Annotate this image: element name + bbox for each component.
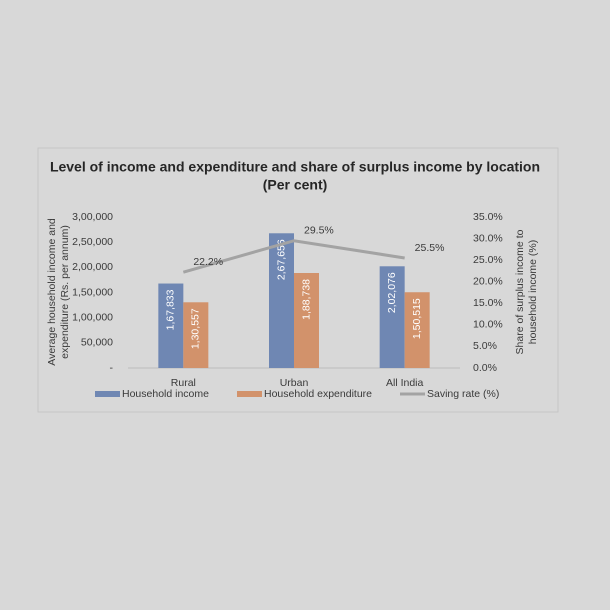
y-axis-label: Average household income and [46,218,58,366]
bar-value-label: 1,88,738 [300,279,312,320]
bar-value-label: 1,67,833 [165,289,177,330]
x-tick-label: Urban [280,377,309,389]
y-tick-label: 2,50,000 [72,236,113,248]
chart-title: Level of income and expenditure and shar… [50,159,540,175]
bar [404,292,430,368]
y2-tick-label: 25.0% [473,254,503,266]
y2-tick-label: 30.0% [473,232,503,244]
y2-tick-label: 0.0% [473,362,497,374]
legend-label: Household income [122,388,209,400]
legend-label: Saving rate (%) [427,388,499,400]
bar [294,273,319,368]
bar-value-label: 2,02,076 [386,272,398,313]
bar [379,266,405,368]
bar-value-label: 2,67,656 [275,239,287,280]
y-tick-label: 50,000 [81,337,113,349]
y2-tick-label: 10.0% [473,319,503,331]
y2-tick-label: 20.0% [473,275,503,287]
legend-swatch [95,391,120,397]
bar-value-label: 1,50,515 [411,298,423,339]
line-value-label: 25.5% [415,242,445,254]
y2-tick-label: 5.0% [473,340,497,352]
line [182,239,405,274]
bar [269,233,294,368]
bar [183,302,209,368]
y-tick-label: 1,00,000 [72,311,113,323]
x-tick-label: All India [386,377,424,389]
bar [158,283,184,368]
chart-subtitle: (Per cent) [263,177,328,193]
y-tick-label: - [110,362,114,374]
line-value-label: 29.5% [304,225,334,237]
y2-tick-label: 35.0% [473,211,503,223]
y-tick-label: 2,00,000 [72,261,113,273]
y-tick-label: 1,50,000 [72,286,113,298]
bar-value-label: 1,30,557 [190,308,202,349]
y2-tick-label: 15.0% [473,297,503,309]
y-tick-label: 3,00,000 [72,211,113,223]
line-value-label: 22.2% [193,256,223,268]
y2-axis-label: Share of surplus income to [514,229,526,354]
x-tick-label: Rural [171,377,196,389]
y-axis-label: expenditure (Rs. per annum) [59,225,71,359]
legend-swatch [237,391,262,397]
y2-axis-label: household income (%) [527,240,539,344]
legend-label: Household expenditure [264,388,372,400]
